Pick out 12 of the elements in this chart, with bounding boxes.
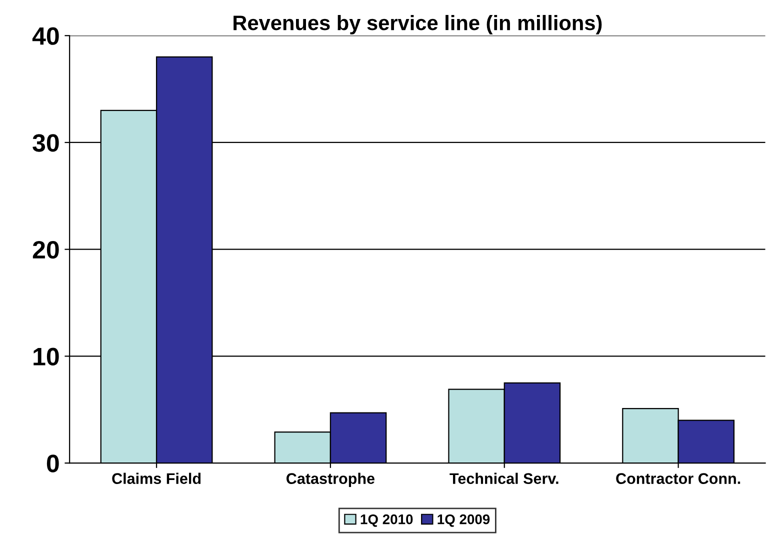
x-tick-label: Technical Serv.	[450, 472, 558, 484]
y-tick-label: 30	[32, 134, 59, 152]
y-tick-label: 0	[46, 454, 59, 472]
x-tick-label: Catastrophe	[286, 472, 375, 488]
x-tick-label: Contractor Conn.	[616, 473, 740, 484]
chart-title: Revenues by service line (in millions)	[234, 14, 602, 34]
y-tick-label: 20	[32, 240, 59, 259]
legend-label: 1Q 2010	[360, 514, 413, 527]
y-tick-label: 40	[32, 27, 59, 45]
y-tick-label: 10	[34, 348, 59, 366]
x-tick-label: Claims Field	[112, 472, 201, 484]
legend-label: 1Q 2009	[438, 514, 490, 527]
